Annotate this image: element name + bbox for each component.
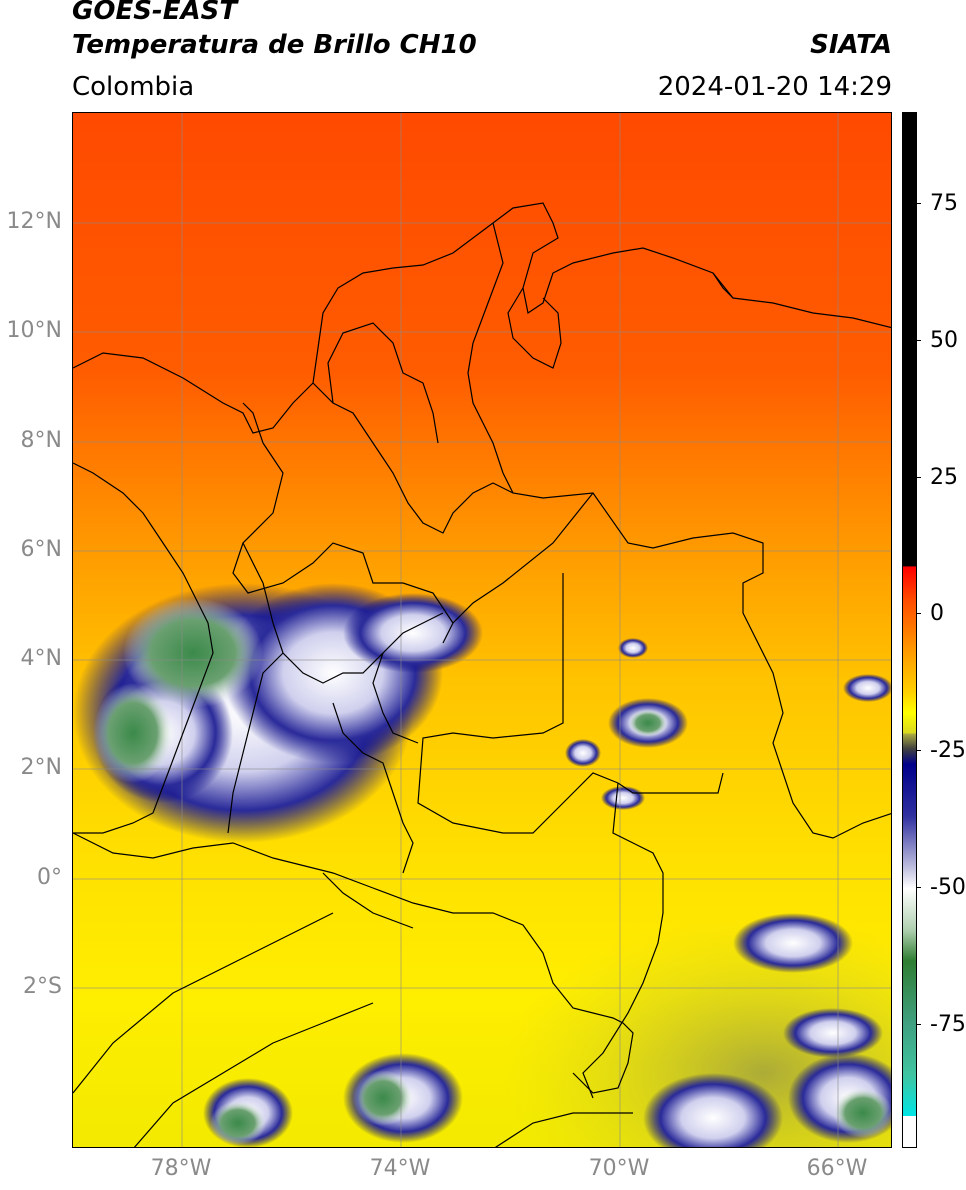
lat-label-12n: 12°N	[6, 209, 62, 234]
lat-label-10n: 10°N	[6, 318, 62, 343]
colorbar-tick-mark	[916, 203, 921, 204]
colorbar-tick-mark	[916, 1024, 921, 1025]
lat-label-6n: 6°N	[20, 537, 62, 562]
brand-label: SIATA	[810, 30, 892, 60]
colorbar-tick-mark	[916, 340, 921, 341]
southern-cloud-cells	[203, 638, 891, 1147]
colorbar-tick-mark	[916, 613, 921, 614]
datetime-label: 2024-01-20 14:29	[657, 72, 892, 102]
lat-label-2n: 2°N	[20, 755, 62, 780]
title-satellite: GOES-EAST	[72, 0, 238, 26]
graticule	[73, 113, 891, 1147]
colorbar-tick-mark	[916, 887, 921, 888]
lon-label-78w: 78°W	[150, 1156, 212, 1181]
colorbar-label-minus50: -50	[930, 875, 966, 900]
region-label: Colombia	[72, 72, 195, 102]
lon-label-74w: 74°W	[369, 1156, 431, 1181]
temperature-colorbar	[902, 112, 917, 1148]
lat-label-2s: 2°S	[23, 974, 62, 999]
lat-label-4n: 4°N	[20, 646, 62, 671]
colorbar-label-minus25: -25	[930, 738, 966, 763]
colorbar-label-0: 0	[930, 601, 944, 626]
colorbar-tick-mark	[916, 750, 921, 751]
lat-label-0: 0°	[37, 865, 62, 890]
colorbar-label-25: 25	[930, 465, 958, 490]
borders-and-coastlines	[73, 202, 891, 1147]
lat-label-8n: 8°N	[20, 428, 62, 453]
lon-label-70w: 70°W	[588, 1156, 650, 1181]
colorbar-tick-mark	[916, 477, 921, 478]
colorbar-label-75: 75	[930, 191, 958, 216]
colorbar-gradient	[903, 113, 916, 1147]
convective-cloud-complex	[73, 583, 483, 843]
map-canvas	[73, 113, 891, 1147]
title-product: Temperatura de Brillo CH10	[72, 30, 477, 60]
lon-label-66w: 66°W	[806, 1156, 868, 1181]
colorbar-label-minus75: -75	[930, 1012, 966, 1037]
brightness-temperature-map	[72, 112, 892, 1148]
colorbar-label-50: 50	[930, 328, 958, 353]
